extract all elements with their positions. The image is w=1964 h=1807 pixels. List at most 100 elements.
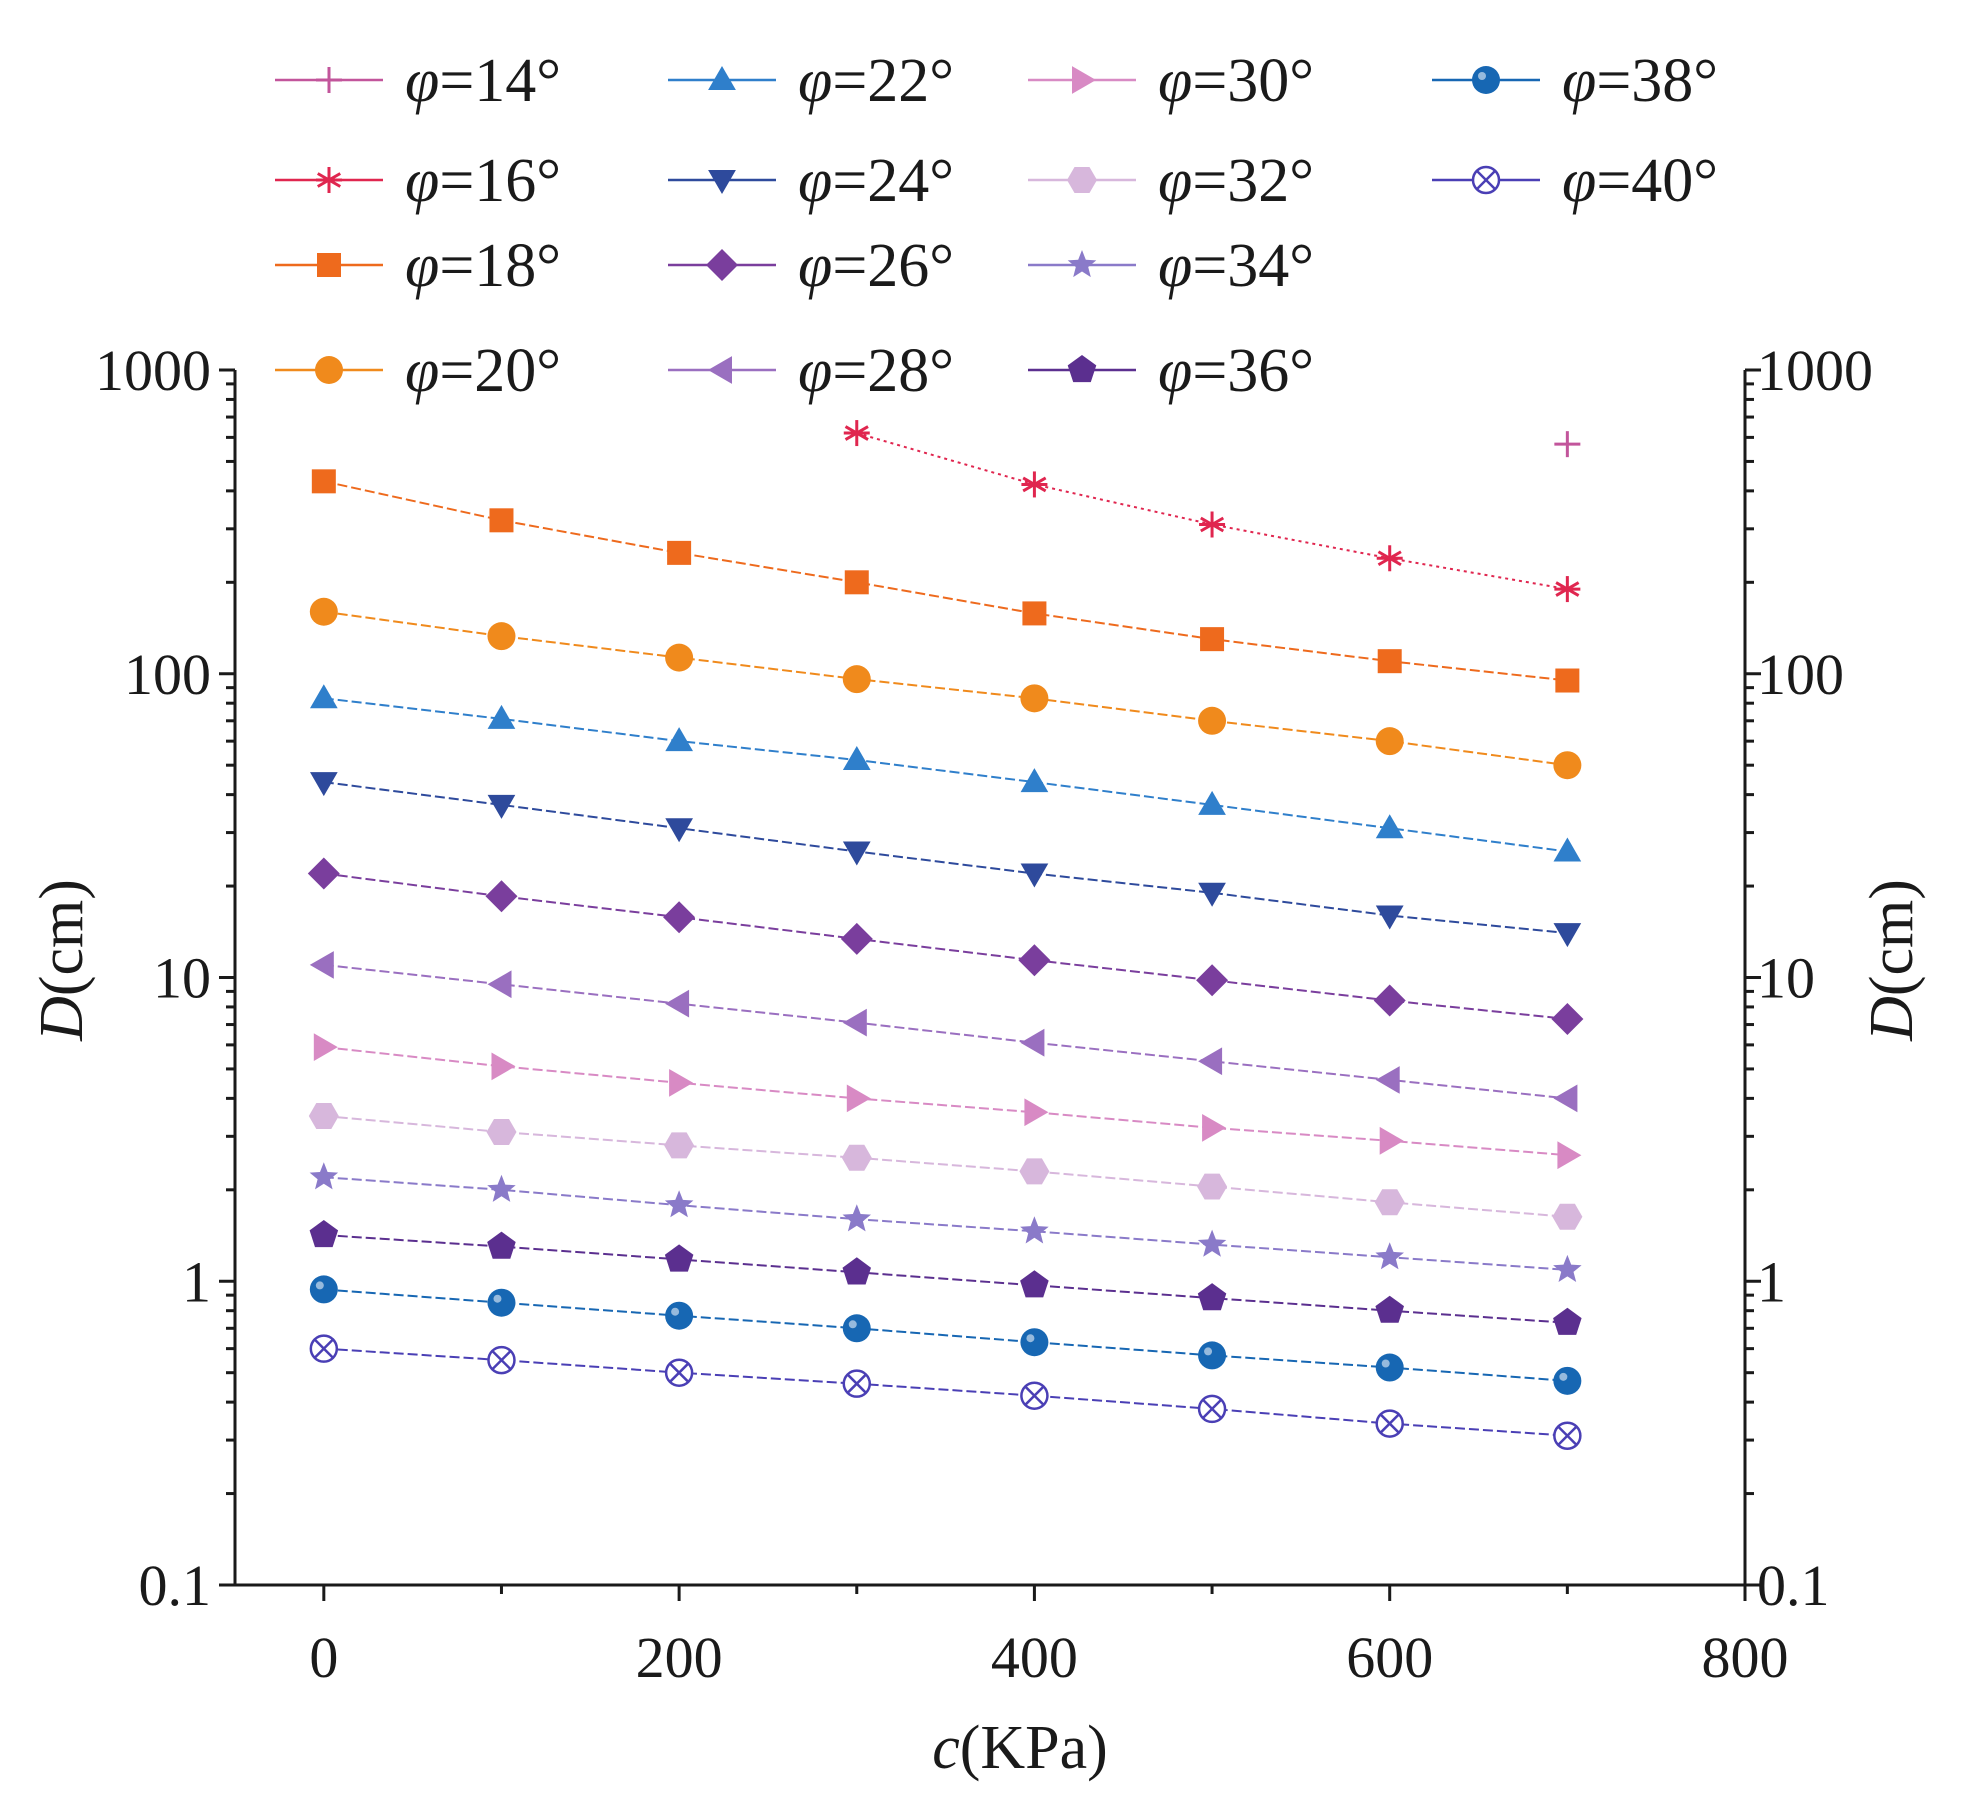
x-tick-label: 200: [636, 1625, 723, 1690]
data-point: [1376, 545, 1403, 572]
series-1: [1554, 431, 1581, 458]
data-point: [1020, 1381, 1049, 1410]
data-point: [1197, 1283, 1227, 1311]
legend-item: φ=14°: [275, 47, 561, 115]
legend-value: =36°: [1192, 337, 1314, 405]
data-point: [307, 857, 340, 890]
data-point: [1555, 668, 1580, 693]
legend-item: φ=36°: [1028, 337, 1314, 405]
legend-label: φ=36°: [1158, 337, 1314, 405]
data-point: [844, 570, 869, 595]
legend-symbol: φ: [1158, 47, 1192, 115]
data-point: [1375, 905, 1404, 930]
data-point: [309, 951, 334, 979]
y-axis-title-right: D(cm): [1858, 879, 1926, 1042]
y-axis-title-right-var: D: [1858, 996, 1926, 1042]
data-point: [664, 1190, 694, 1218]
data-point: [487, 1288, 516, 1317]
y-axis-title-left: D(cm): [28, 879, 96, 1042]
data-point: [1553, 1421, 1582, 1450]
data-point: [1375, 1066, 1400, 1094]
data-point: [1553, 923, 1582, 948]
data-point: [842, 1204, 871, 1232]
series-line: [323, 610, 1568, 767]
data-point: [1375, 1295, 1404, 1323]
legend-symbol: φ: [405, 232, 439, 300]
legend-label: φ=20°: [405, 337, 561, 405]
legend-label: φ=28°: [798, 337, 954, 405]
legend-label: φ=14°: [405, 47, 561, 115]
y-tick-label-right: 0.1: [1757, 1553, 1830, 1618]
legend-item: φ=22°: [668, 47, 954, 115]
data-point: [1018, 944, 1051, 977]
series-line: [323, 1115, 1568, 1218]
data-point: [487, 1345, 516, 1375]
data-point: [487, 622, 516, 651]
data-point: [1020, 1216, 1049, 1244]
legend-symbol: φ: [405, 147, 439, 215]
series-11: [309, 1162, 1582, 1282]
legend-value: =18°: [439, 232, 561, 300]
legend-symbol: φ: [1158, 147, 1192, 215]
legend-label: φ=18°: [405, 232, 561, 300]
data-point: [1020, 684, 1049, 713]
data-point: [489, 508, 514, 533]
legend-item: φ=30°: [1028, 47, 1314, 115]
data-point: [663, 901, 696, 934]
data-point: [1551, 1003, 1584, 1035]
legend-item: φ=38°: [1432, 47, 1718, 115]
data-point: [840, 922, 873, 955]
data-point: [1557, 1141, 1582, 1170]
legend-label: φ=26°: [798, 232, 954, 300]
data-point: [1024, 1098, 1049, 1127]
data-point: [846, 1084, 871, 1113]
data-point: [842, 1369, 872, 1398]
legend-item: φ=26°: [668, 232, 954, 300]
legend-label: φ=32°: [1158, 147, 1314, 215]
data-point: [1553, 837, 1582, 862]
legend-marker: [316, 67, 342, 93]
series-line: [323, 963, 1568, 1100]
legend-symbol: φ: [1562, 147, 1596, 215]
data-point: [1554, 431, 1581, 458]
legend-marker: [708, 356, 732, 384]
data-point: [1552, 1203, 1583, 1230]
data-point: [1375, 1242, 1404, 1270]
data-point: [667, 540, 692, 565]
y-tick-label-right: 10: [1757, 946, 1815, 1011]
series-4: [309, 597, 1582, 780]
data-point: [1198, 1047, 1223, 1076]
data-point: [1375, 1353, 1404, 1382]
legend-marker: [1471, 165, 1501, 195]
ticks: [219, 368, 1761, 1601]
series-line: [856, 432, 1568, 591]
data-point: [1020, 1028, 1045, 1057]
legend-value: =26°: [832, 232, 954, 300]
legend-symbol: φ: [798, 147, 832, 215]
legend-label: φ=34°: [1158, 232, 1314, 300]
data-point: [1374, 1189, 1405, 1216]
y-tick-label-right: 100: [1757, 642, 1844, 707]
data-point: [665, 643, 694, 672]
legend-symbol: φ: [1158, 337, 1192, 405]
data-point: [1373, 984, 1406, 1017]
legend-label: φ=24°: [798, 147, 954, 215]
data-point: [1020, 768, 1049, 793]
legend-symbol: φ: [798, 337, 832, 405]
legend-item: φ=32°: [1028, 147, 1314, 215]
data-point: [664, 1244, 694, 1272]
series-7: [307, 857, 1584, 1035]
legend-item: φ=34°: [1028, 232, 1314, 300]
series-layer: [307, 420, 1584, 1450]
data-point: [665, 727, 693, 752]
data-point: [309, 1162, 339, 1190]
legend-marker: [1067, 167, 1097, 193]
legend-item: φ=24°: [668, 147, 954, 215]
y-axis-title-left-var: D: [28, 996, 96, 1042]
data-point: [842, 1314, 871, 1343]
x-axis-title-unit: (KPa): [960, 1714, 1108, 1782]
data-point: [1197, 1229, 1227, 1257]
series-9: [313, 1033, 1582, 1170]
data-point: [310, 772, 338, 797]
x-tick-label: 800: [1702, 1625, 1789, 1690]
